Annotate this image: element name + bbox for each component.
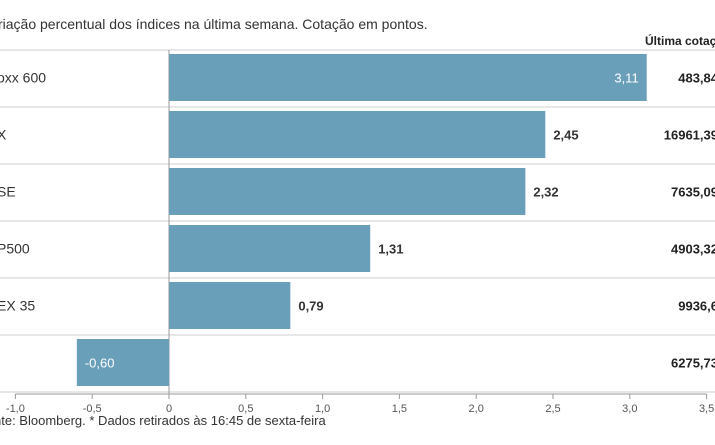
x-tick-label: 1,5 bbox=[392, 403, 407, 415]
price-value: 16961,39 bbox=[664, 128, 715, 143]
price-value: 9936,6 bbox=[678, 299, 715, 314]
value-label: 3,11 bbox=[614, 71, 638, 86]
category-label: X bbox=[0, 127, 7, 143]
x-tick-label: -0,5 bbox=[83, 403, 102, 415]
value-label: -0,60 bbox=[85, 356, 115, 371]
x-tick-label: 0 bbox=[166, 403, 172, 415]
category-label: EX 35 bbox=[0, 298, 35, 314]
value-label: 1,31 bbox=[378, 242, 403, 257]
chart-subtitle: riação percentual dos índices na última … bbox=[0, 16, 428, 32]
x-tick-label: 3,0 bbox=[622, 403, 637, 415]
category-label: P500 bbox=[0, 241, 30, 257]
bar bbox=[169, 282, 291, 329]
price-value: 4903,32 bbox=[671, 242, 715, 257]
bar bbox=[169, 168, 526, 215]
bar bbox=[76, 339, 169, 386]
value-label: 0,79 bbox=[298, 299, 323, 314]
x-tick-label: 2,0 bbox=[469, 403, 484, 415]
source-note: nte: Bloomberg. * Dados retirados às 16:… bbox=[0, 413, 326, 428]
value-label: 2,45 bbox=[553, 128, 578, 143]
x-tick-label: 0,5 bbox=[238, 403, 253, 415]
category-label: SE bbox=[0, 184, 16, 200]
x-tick-label: 1,0 bbox=[315, 403, 330, 415]
price-value: 6275,73 bbox=[671, 356, 715, 371]
bar bbox=[169, 54, 647, 101]
x-tick-label: 2,5 bbox=[545, 403, 560, 415]
price-header: Última cotaç bbox=[645, 33, 715, 48]
category-label: oxx 600 bbox=[0, 70, 46, 86]
bar bbox=[169, 111, 546, 158]
price-value: 483,84 bbox=[678, 71, 715, 86]
bar bbox=[169, 225, 371, 272]
value-label: 2,32 bbox=[533, 185, 558, 200]
price-value: 7635,09 bbox=[671, 185, 715, 200]
x-tick-label: -1,0 bbox=[6, 403, 25, 415]
x-tick-label: 3,5 bbox=[699, 403, 714, 415]
